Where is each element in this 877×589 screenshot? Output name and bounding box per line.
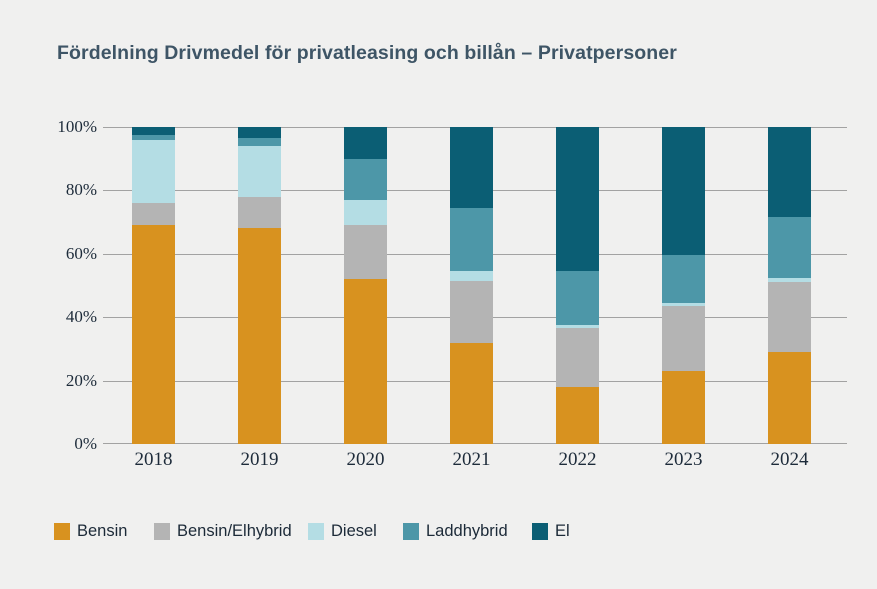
bar-segment-bensin-elhybrid-2024 [768, 282, 811, 353]
x-axis-label-2020: 2020 [346, 449, 385, 470]
bar-segment-el-2021 [450, 127, 493, 208]
legend-swatch-el [532, 522, 548, 540]
bar-2022 [556, 127, 599, 444]
bar-segment-bensin-elhybrid-2023 [662, 306, 705, 372]
bar-segment-bensin-2023 [662, 371, 705, 444]
bar-segment-laddhybrid-2022 [556, 271, 599, 326]
legend: Bensin Bensin/Elhybrid Diesel Laddhybrid El [0, 522, 877, 542]
bar-segment-bensin-2022 [556, 386, 599, 444]
x-axis-label-2024: 2024 [770, 449, 809, 470]
legend-swatch-bensin-elhybrid [154, 522, 170, 540]
legend-item-bensin: Bensin [54, 522, 127, 540]
bar-segment-bensin-elhybrid-2020 [344, 225, 387, 280]
bar-segment-diesel-2024 [768, 277, 811, 283]
bar-segment-diesel-2019 [238, 146, 281, 197]
bar-segment-laddhybrid-2023 [662, 255, 705, 303]
bar-segment-diesel-2020 [344, 199, 387, 226]
legend-item-el: El [532, 522, 570, 540]
y-tick-label-60: 60% [65, 243, 97, 263]
bar-segment-bensin-2021 [450, 342, 493, 444]
bar-segment-el-2019 [238, 127, 281, 139]
legend-label-bensin: Bensin [77, 521, 128, 540]
bar-segment-el-2022 [556, 127, 599, 272]
bar-segment-laddhybrid-2021 [450, 207, 493, 272]
plot-area [103, 127, 847, 444]
bar-segment-diesel-2018 [132, 139, 175, 204]
y-tick-label-40: 40% [65, 307, 97, 327]
bar-2021 [450, 127, 493, 444]
chart-title: Fördelning Drivmedel för privatleasing o… [57, 42, 677, 64]
bar-2020 [344, 127, 387, 444]
bar-segment-bensin-2020 [344, 279, 387, 444]
bar-segment-el-2024 [768, 127, 811, 218]
bar-segment-laddhybrid-2020 [344, 158, 387, 200]
bar-segment-bensin-2024 [768, 352, 811, 444]
bar-segment-laddhybrid-2019 [238, 138, 281, 147]
y-tick-label-80: 80% [65, 180, 97, 200]
legend-item-laddhybrid: Laddhybrid [403, 522, 508, 540]
bar-segment-bensin-elhybrid-2022 [556, 328, 599, 387]
bar-segment-bensin-elhybrid-2021 [450, 280, 493, 343]
bar-segment-el-2020 [344, 127, 387, 159]
legend-item-diesel: Diesel [308, 522, 377, 540]
x-axis-label-2021: 2021 [452, 449, 491, 470]
legend-label-diesel: Diesel [331, 521, 377, 540]
bar-segment-laddhybrid-2024 [768, 217, 811, 278]
bar-2023 [662, 127, 705, 444]
bar-segment-diesel-2022 [556, 325, 599, 329]
bar-2018 [132, 127, 175, 444]
bar-segment-el-2023 [662, 127, 705, 256]
bar-segment-laddhybrid-2018 [132, 134, 175, 140]
bar-segment-bensin-elhybrid-2018 [132, 203, 175, 226]
legend-label-laddhybrid: Laddhybrid [426, 521, 508, 540]
x-axis-label-2018: 2018 [134, 449, 173, 470]
bar-segment-bensin-2018 [132, 225, 175, 444]
bar-segment-bensin-2019 [238, 228, 281, 444]
legend-label-el: El [555, 521, 570, 540]
bar-2019 [238, 127, 281, 444]
bar-segment-bensin-elhybrid-2019 [238, 196, 281, 229]
bar-segment-diesel-2021 [450, 271, 493, 281]
bar-segment-diesel-2023 [662, 302, 705, 307]
y-tick-label-20: 20% [65, 370, 97, 390]
legend-swatch-diesel [308, 522, 324, 540]
legend-swatch-bensin [54, 522, 70, 540]
legend-label-bensin-elhybrid: Bensin/Elhybrid [177, 521, 292, 540]
y-tick-label-100: 100% [57, 117, 97, 136]
bar-2024 [768, 127, 811, 444]
y-tick-label-0: 0% [74, 434, 97, 453]
bar-segment-el-2018 [132, 127, 175, 135]
legend-item-bensin-elhybrid: Bensin/Elhybrid [154, 522, 292, 540]
x-axis-label-2019: 2019 [240, 449, 279, 470]
legend-swatch-laddhybrid [403, 522, 419, 540]
x-axis-label-2022: 2022 [558, 449, 597, 470]
x-axis-label-2023: 2023 [664, 449, 703, 470]
